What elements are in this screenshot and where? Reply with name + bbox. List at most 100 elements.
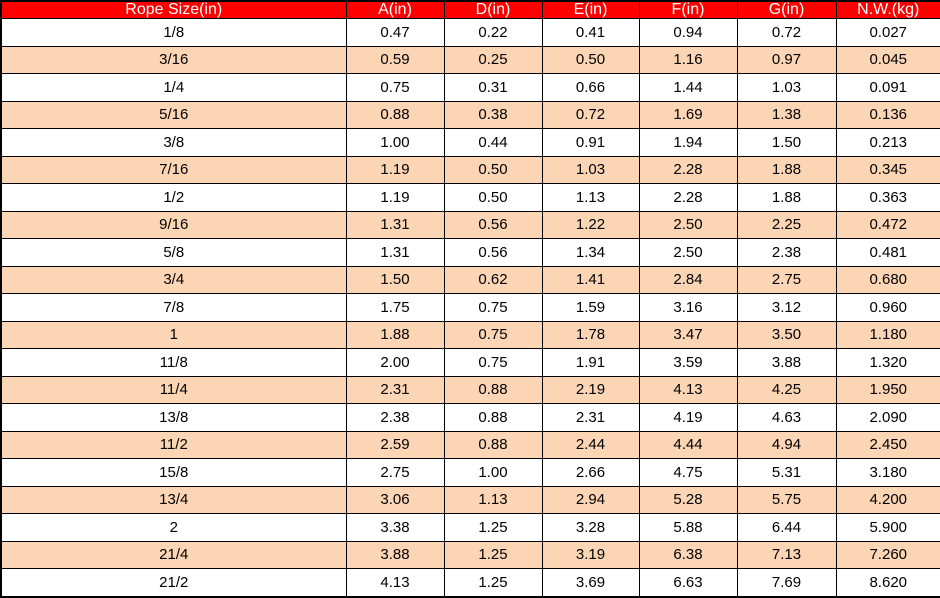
value-cell: 1.19 (345, 183, 445, 212)
table-body: 1/8 0.47 0.22 0.41 0.94 0.72 0.027 3/16 0.59 0.25… (0, 18, 940, 598)
table-row: 13/4 3.06 1.13 2.94 5.28 5.75 4.200 (0, 485, 940, 514)
value-cell: 0.44 (443, 128, 543, 157)
value-cell: 2.00 (345, 348, 445, 377)
value-cell: 3.38 (345, 513, 445, 542)
value-cell: 3.50 (736, 320, 837, 349)
value-cell: 2.38 (736, 238, 837, 267)
value-cell: 1.31 (345, 238, 445, 267)
value-cell: 0.88 (443, 430, 543, 459)
header-cell-nw: N.W.(kg) (835, 0, 940, 19)
value-cell: 0.960 (835, 293, 940, 322)
value-cell: 0.97 (736, 45, 837, 74)
value-cell: 4.63 (736, 403, 837, 432)
value-cell: 1.03 (736, 73, 837, 102)
value-cell: 2.75 (345, 458, 445, 487)
value-cell: 2.50 (638, 238, 738, 267)
table-row: 15/8 2.75 1.00 2.66 4.75 5.31 3.180 (0, 458, 940, 487)
value-cell: 1.69 (638, 100, 738, 129)
value-cell: 3.06 (345, 485, 445, 514)
table-row: 11/4 2.31 0.88 2.19 4.13 4.25 1.950 (0, 375, 940, 404)
value-cell: 2.31 (541, 403, 640, 432)
value-cell: 2.44 (541, 430, 640, 459)
value-cell: 5.75 (736, 485, 837, 514)
value-cell: 0.22 (443, 18, 543, 47)
value-cell: 2.50 (638, 210, 738, 239)
value-cell: 2.090 (835, 403, 940, 432)
table-row: 13/8 2.38 0.88 2.31 4.19 4.63 2.090 (0, 403, 940, 432)
value-cell: 0.47 (345, 18, 445, 47)
value-cell: 0.75 (443, 320, 543, 349)
value-cell: 3.12 (736, 293, 837, 322)
rope-size-cell: 1 (0, 320, 347, 349)
value-cell: 1.25 (443, 568, 543, 598)
value-cell: 1.00 (345, 128, 445, 157)
table-row: 21/2 4.13 1.25 3.69 6.63 7.69 8.620 (0, 568, 940, 598)
value-cell: 0.66 (541, 73, 640, 102)
rope-size-cell: 2 (0, 513, 347, 542)
value-cell: 3.28 (541, 513, 640, 542)
value-cell: 1.25 (443, 540, 543, 569)
value-cell: 0.56 (443, 238, 543, 267)
table-row: 1/8 0.47 0.22 0.41 0.94 0.72 0.027 (0, 18, 940, 47)
rope-size-cell: 11/8 (0, 348, 347, 377)
rope-size-cell: 11/2 (0, 430, 347, 459)
table-row: 21/4 3.88 1.25 3.19 6.38 7.13 7.260 (0, 540, 940, 569)
value-cell: 0.75 (443, 293, 543, 322)
value-cell: 4.200 (835, 485, 940, 514)
value-cell: 3.59 (638, 348, 738, 377)
value-cell: 0.027 (835, 18, 940, 47)
value-cell: 2.38 (345, 403, 445, 432)
value-cell: 0.50 (443, 155, 543, 184)
value-cell: 0.75 (443, 348, 543, 377)
table-row: 7/16 1.19 0.50 1.03 2.28 1.88 0.345 (0, 155, 940, 184)
value-cell: 3.88 (736, 348, 837, 377)
value-cell: 3.47 (638, 320, 738, 349)
rope-size-cell: 3/4 (0, 265, 347, 294)
header-cell-d: D(in) (443, 0, 543, 19)
value-cell: 0.88 (345, 100, 445, 129)
value-cell: 0.72 (541, 100, 640, 129)
value-cell: 2.59 (345, 430, 445, 459)
value-cell: 1.13 (541, 183, 640, 212)
value-cell: 6.44 (736, 513, 837, 542)
rope-size-cell: 21/4 (0, 540, 347, 569)
rope-size-cell: 1/2 (0, 183, 347, 212)
value-cell: 7.69 (736, 568, 837, 598)
value-cell: 5.88 (638, 513, 738, 542)
value-cell: 0.75 (345, 73, 445, 102)
rope-size-cell: 5/8 (0, 238, 347, 267)
value-cell: 4.19 (638, 403, 738, 432)
value-cell: 7.260 (835, 540, 940, 569)
header-row: Rope Size(in) A(in) D(in) E(in) F(in) G(… (0, 0, 940, 19)
value-cell: 0.88 (443, 403, 543, 432)
value-cell: 2.28 (638, 183, 738, 212)
table-row: 5/16 0.88 0.38 0.72 1.69 1.38 0.136 (0, 100, 940, 129)
value-cell: 0.38 (443, 100, 543, 129)
value-cell: 1.320 (835, 348, 940, 377)
table-row: 11/8 2.00 0.75 1.91 3.59 3.88 1.320 (0, 348, 940, 377)
value-cell: 0.94 (638, 18, 738, 47)
value-cell: 2.31 (345, 375, 445, 404)
header-cell-a: A(in) (345, 0, 445, 19)
value-cell: 6.63 (638, 568, 738, 598)
value-cell: 1.19 (345, 155, 445, 184)
value-cell: 2.28 (638, 155, 738, 184)
value-cell: 6.38 (638, 540, 738, 569)
table-row: 5/8 1.31 0.56 1.34 2.50 2.38 0.481 (0, 238, 940, 267)
value-cell: 3.19 (541, 540, 640, 569)
rope-size-cell: 3/8 (0, 128, 347, 157)
value-cell: 1.94 (638, 128, 738, 157)
table-row: 2 3.38 1.25 3.28 5.88 6.44 5.900 (0, 513, 940, 542)
value-cell: 0.213 (835, 128, 940, 157)
value-cell: 1.13 (443, 485, 543, 514)
value-cell: 0.88 (443, 375, 543, 404)
rope-size-cell: 5/16 (0, 100, 347, 129)
value-cell: 1.50 (345, 265, 445, 294)
value-cell: 0.50 (541, 45, 640, 74)
value-cell: 1.88 (736, 183, 837, 212)
value-cell: 0.72 (736, 18, 837, 47)
value-cell: 8.620 (835, 568, 940, 598)
value-cell: 1.50 (736, 128, 837, 157)
value-cell: 4.13 (638, 375, 738, 404)
value-cell: 5.31 (736, 458, 837, 487)
